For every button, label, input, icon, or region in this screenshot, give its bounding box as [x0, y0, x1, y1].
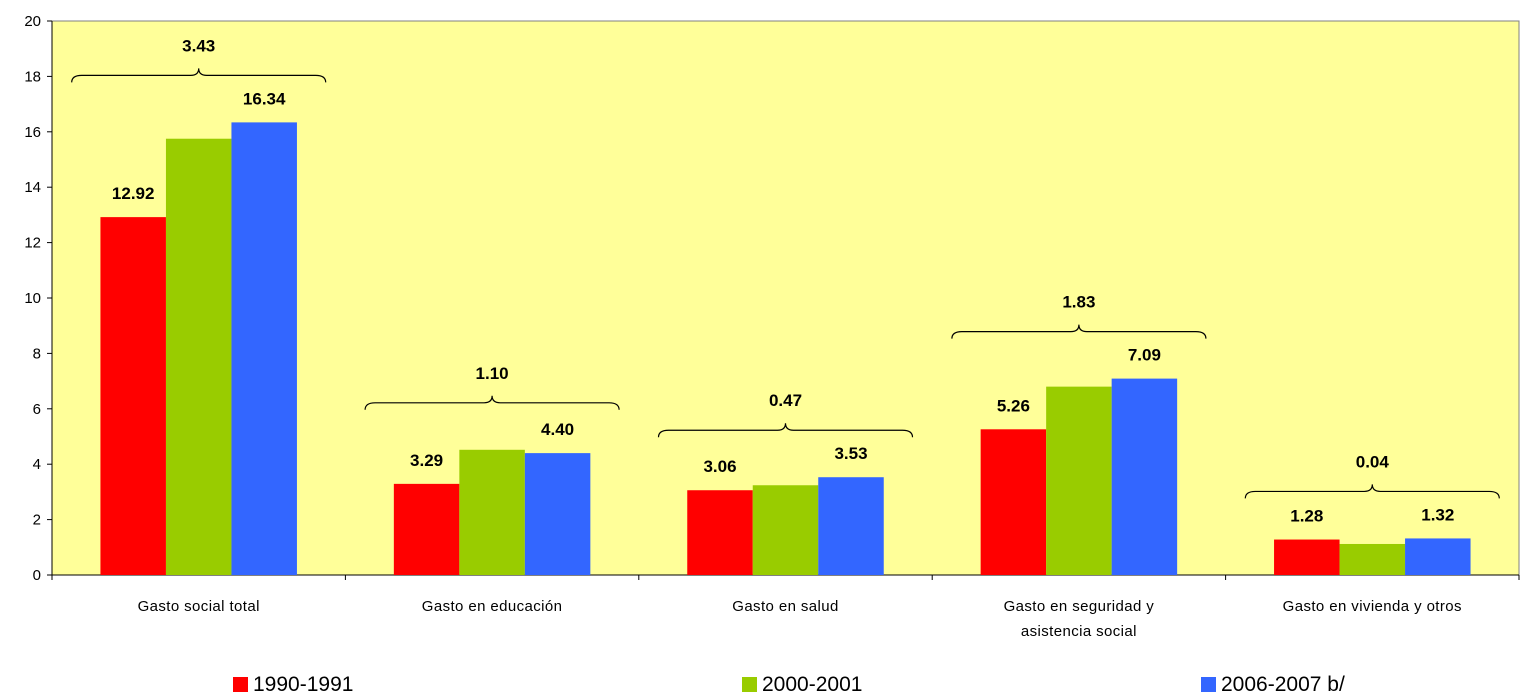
data-label: 7.09 — [1128, 346, 1161, 365]
y-tick-label: 14 — [24, 179, 41, 196]
bar-1-2 — [393, 483, 460, 575]
data-label: 3.53 — [834, 444, 867, 463]
legend-swatch-3 — [1201, 677, 1216, 692]
difference-brace — [71, 68, 327, 83]
x-category-label: Gasto en seguridad y — [1004, 598, 1155, 615]
bar-3-4 — [1111, 378, 1178, 575]
bar-2-2 — [459, 449, 525, 575]
difference-brace — [951, 324, 1207, 339]
y-tick-label: 6 — [33, 401, 41, 418]
difference-brace — [364, 395, 620, 410]
data-label: 1.32 — [1421, 505, 1454, 524]
bar-2-1 — [165, 138, 232, 575]
bar-2-3 — [752, 485, 819, 575]
x-category-label: Gasto en salud — [732, 598, 839, 615]
data-label: 1.28 — [1290, 507, 1323, 526]
bar-1-4 — [980, 429, 1047, 575]
y-tick-label: 0 — [33, 567, 41, 584]
data-label: 3.06 — [703, 457, 736, 476]
bar-3-2 — [524, 453, 591, 575]
x-category-label: asistencia social — [1021, 623, 1137, 640]
y-tick-label: 10 — [24, 290, 41, 307]
y-tick-label: 20 — [24, 13, 41, 30]
difference-label: 0.04 — [1356, 452, 1390, 471]
y-tick-label: 16 — [24, 124, 41, 141]
difference-brace — [1244, 484, 1500, 499]
legend-label: 2000-2001 — [762, 673, 862, 693]
bar-3-1 — [231, 122, 297, 575]
legend-swatch-2 — [742, 677, 757, 692]
bar-3-5 — [1405, 538, 1471, 575]
data-label: 12.92 — [112, 184, 155, 203]
legend-swatch-1 — [233, 677, 248, 692]
difference-label: 1.10 — [476, 364, 509, 383]
legend-label: 1990-1991 — [253, 673, 353, 693]
legend-label: 2006-2007 b/ — [1221, 673, 1345, 693]
bar-1-5 — [1274, 539, 1340, 575]
bar-3-3 — [818, 477, 884, 575]
y-tick-label: 12 — [24, 235, 41, 252]
data-label: 16.34 — [243, 89, 286, 108]
y-tick-label: 4 — [33, 456, 41, 473]
difference-label: 0.47 — [769, 391, 802, 410]
difference-label: 1.83 — [1062, 293, 1095, 312]
data-label: 4.40 — [541, 420, 574, 439]
bar-2-4 — [1046, 386, 1112, 575]
x-category-label: Gasto en vivienda y otros — [1283, 598, 1462, 615]
y-tick-label: 2 — [33, 512, 41, 529]
y-tick-label: 18 — [24, 68, 41, 85]
difference-label: 3.43 — [182, 36, 215, 55]
data-label: 3.29 — [410, 451, 443, 470]
bar-1-3 — [687, 490, 753, 575]
bar-1-1 — [100, 217, 166, 575]
x-category-label: Gasto social total — [138, 598, 260, 615]
x-category-label: Gasto en educación — [422, 598, 563, 615]
bar-2-5 — [1339, 543, 1406, 575]
y-tick-label: 8 — [33, 345, 41, 362]
data-label: 5.26 — [997, 396, 1030, 415]
difference-brace — [657, 423, 914, 438]
